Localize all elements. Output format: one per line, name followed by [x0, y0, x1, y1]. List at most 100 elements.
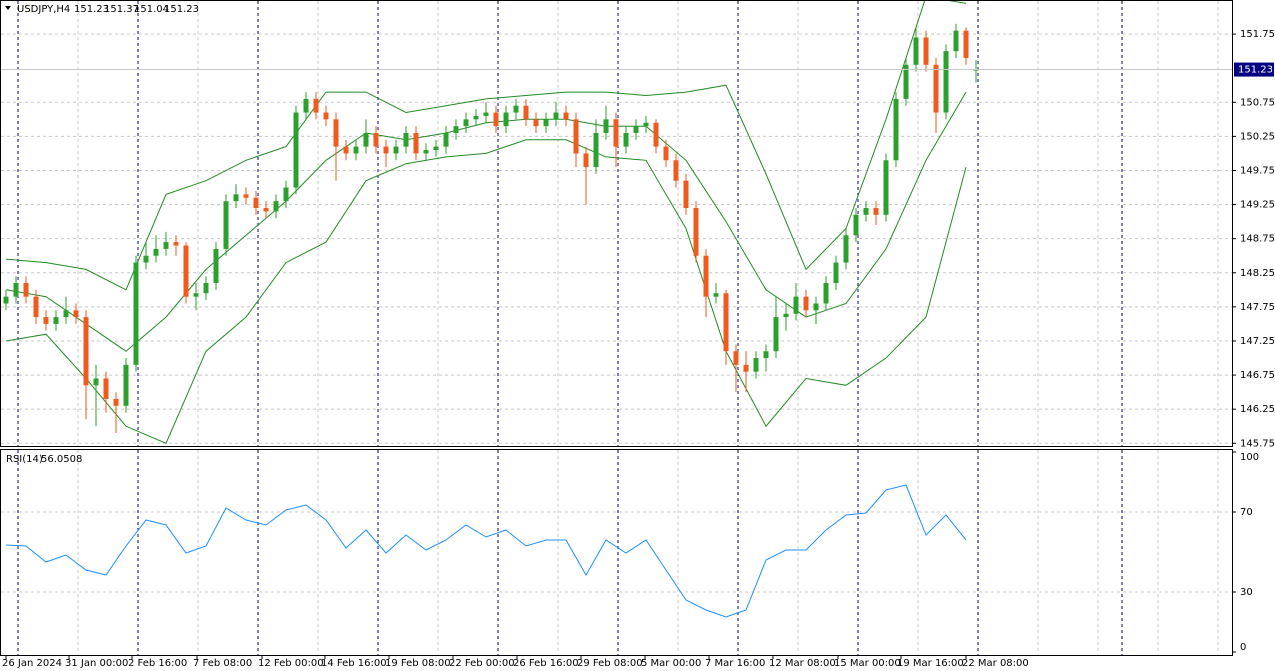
- candle-body: [893, 98, 899, 161]
- candle-body: [673, 160, 679, 181]
- candle-body: [423, 150, 429, 154]
- x-tick-label: 31 Jan 00:00: [65, 658, 128, 669]
- candle-body: [313, 98, 319, 113]
- rsi-panel: [0, 449, 1233, 656]
- candle-body: [33, 296, 39, 318]
- rsi-title: RSI(14): [6, 454, 43, 465]
- y-tick-label: 150.75: [1240, 97, 1275, 108]
- candle-body: [493, 112, 499, 127]
- candle-body: [813, 303, 819, 311]
- rsi-value: 56.0508: [41, 454, 82, 465]
- x-tick-label: 5 Mar 00:00: [641, 658, 701, 669]
- candle-body: [143, 255, 149, 263]
- candle-body: [623, 132, 629, 147]
- candle-body: [933, 64, 939, 113]
- candle-body: [433, 146, 439, 151]
- candle-body: [23, 283, 29, 297]
- candle-body: [253, 197, 259, 208]
- candle-body: [603, 119, 609, 133]
- candle-body: [663, 146, 669, 161]
- menu-arrow: [5, 6, 11, 10]
- y-tick-label: 146.25: [1240, 404, 1275, 415]
- candle-body: [513, 105, 519, 113]
- candle-body: [823, 283, 829, 304]
- candle-body: [803, 296, 809, 311]
- x-tick-label: 14 Feb 16:00: [321, 658, 387, 669]
- y-tick-label: 146.75: [1240, 370, 1275, 381]
- candle-body: [183, 245, 189, 297]
- y-tick-label: 70: [1240, 507, 1253, 518]
- candle-body: [193, 293, 199, 297]
- candle-body: [793, 296, 799, 314]
- price-panel: [0, 0, 1233, 447]
- y-tick-label: 0: [1240, 642, 1246, 653]
- x-tick-label: 2 Feb 16:00: [128, 658, 187, 669]
- y-tick-label: 147.75: [1240, 302, 1275, 313]
- bollinger-lower: [5, 139, 967, 444]
- price-plot: [3, 1, 979, 444]
- candle-body: [693, 207, 699, 256]
- candle-body: [293, 112, 299, 188]
- candle-body: [853, 214, 859, 236]
- y-tick-label: 149.75: [1240, 165, 1275, 176]
- candle-body: [633, 126, 639, 133]
- candle-body: [53, 317, 59, 324]
- y-tick-label: 100: [1240, 452, 1259, 463]
- y-tick-label: 147.25: [1240, 336, 1275, 347]
- x-tick-label: 22 Feb 00:00: [449, 658, 515, 669]
- x-tick-label: 12 Mar 08:00: [769, 658, 836, 669]
- candle-body: [653, 122, 659, 147]
- candle-body: [543, 119, 549, 127]
- x-tick-label: 12 Feb 00:00: [258, 658, 324, 669]
- candle-body: [163, 242, 169, 249]
- candle-body: [753, 358, 759, 372]
- candle-body: [173, 242, 179, 246]
- x-tick-label: 7 Mar 16:00: [705, 658, 765, 669]
- ohlc-value: 151.04: [134, 4, 169, 15]
- candle-body: [913, 37, 919, 65]
- candle-body: [883, 160, 889, 215]
- candle-body: [103, 378, 109, 399]
- candle-body: [903, 64, 909, 99]
- x-tick-label: 22 Mar 08:00: [962, 658, 1029, 669]
- candle-body: [713, 293, 719, 297]
- candle-body: [613, 119, 619, 147]
- bollinger-upper: [5, 1, 967, 291]
- candle-body: [303, 98, 309, 113]
- candle-body: [553, 112, 559, 120]
- candle-body: [443, 132, 449, 147]
- candle-body: [953, 30, 959, 52]
- candle-body: [863, 207, 869, 215]
- candle-body: [563, 112, 569, 120]
- y-tick-label: 148.25: [1240, 268, 1275, 279]
- candle-body: [743, 364, 749, 372]
- ohlc-value: 151.23: [74, 4, 109, 15]
- candle-body: [413, 132, 419, 154]
- x-tick-label: 29 Feb 08:00: [577, 658, 643, 669]
- candle-body: [343, 146, 349, 154]
- candle-body: [733, 351, 739, 365]
- candle-body: [43, 317, 49, 324]
- y-tick-label: 145.75: [1240, 438, 1275, 449]
- candle-body: [373, 132, 379, 147]
- candle-body: [473, 115, 479, 120]
- y-tick-label: 148.75: [1240, 234, 1275, 245]
- y-tick-label: 150.25: [1240, 131, 1275, 142]
- candle-body: [133, 262, 139, 365]
- candle-body: [73, 310, 79, 318]
- candle-body: [123, 364, 129, 406]
- x-tick-label: 15 Mar 00:00: [834, 658, 901, 669]
- y-tick-label: 30: [1240, 587, 1253, 598]
- x-tick-label: 19 Feb 08:00: [385, 658, 451, 669]
- candle-body: [233, 194, 239, 202]
- x-tick-label: 7 Feb 08:00: [193, 658, 252, 669]
- candle-body: [283, 187, 289, 202]
- candle-body: [523, 105, 529, 120]
- candle-body: [223, 201, 229, 249]
- candle-body: [453, 126, 459, 133]
- candle-body: [583, 153, 589, 168]
- candle-body: [333, 119, 339, 147]
- candle-body: [243, 194, 249, 198]
- x-tick-label: 26 Feb 16:00: [513, 658, 579, 669]
- rsi-line: [5, 484, 967, 618]
